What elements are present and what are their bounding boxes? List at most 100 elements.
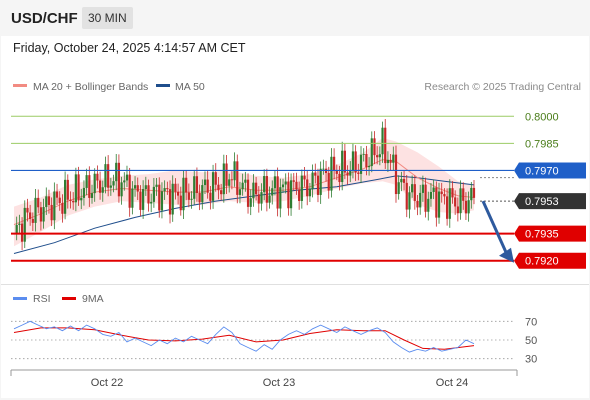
candle-body (55, 191, 59, 198)
candle-body (381, 127, 384, 155)
candle-body (171, 183, 174, 215)
candle-body (370, 138, 373, 167)
candle-body (26, 207, 29, 213)
candle-body (150, 201, 153, 204)
time-tick-label: Oct 22 (91, 377, 123, 389)
candle-body (271, 188, 274, 196)
candle-body (252, 182, 255, 199)
candle-body (343, 150, 346, 173)
candle-body (330, 156, 333, 191)
candle-body (228, 179, 231, 186)
candle-body (120, 182, 123, 197)
candle-body (246, 179, 250, 207)
ma50-line (13, 175, 475, 254)
rsi-ma-legend-label: 9MA (82, 293, 104, 305)
candle-body (225, 163, 228, 186)
ma50-legend-label: MA 50 (175, 81, 205, 93)
candle-body (206, 179, 209, 193)
candle-body (88, 175, 91, 198)
candle-body (34, 197, 37, 223)
candle-body (45, 196, 48, 208)
candle-body (279, 187, 282, 209)
candle-body (179, 195, 182, 211)
candle-body (260, 192, 263, 204)
ma20-legend-label: MA 20 + Bollinger Bands (33, 81, 148, 93)
candle-body (15, 224, 18, 234)
candle-body (295, 181, 298, 190)
candle-body (42, 207, 45, 222)
candle-body (300, 175, 303, 201)
credit-label: Research © 2025 Trading Central (424, 81, 581, 93)
candle-body (429, 192, 433, 199)
rsi-tick-label: 30 (525, 354, 537, 366)
candle-body (31, 218, 34, 223)
candle-body (201, 185, 204, 203)
candle-body (263, 176, 266, 193)
projection-arrow (481, 200, 510, 258)
candle-body (222, 163, 225, 195)
candle-body (90, 193, 94, 198)
candle-body (125, 174, 129, 181)
candle-body (292, 180, 295, 182)
candle-body (158, 184, 161, 211)
candle-body (236, 161, 239, 195)
rsi-tick-label: 50 (525, 335, 537, 347)
candle-body (176, 191, 180, 196)
candle-body (303, 175, 306, 180)
candle-body (349, 170, 352, 176)
candle-body (155, 184, 158, 187)
candle-body (128, 174, 131, 208)
timeframe-button[interactable]: 30 MIN (82, 7, 133, 29)
resistance-label: 0.7985 (525, 138, 559, 150)
rsi-line (13, 320, 475, 353)
candle-body (268, 195, 271, 203)
candle-body (50, 204, 53, 221)
candle-body (98, 180, 102, 193)
candle-body (427, 198, 430, 212)
time-axis: Oct 22 Oct 23 Oct 24 (10, 369, 518, 389)
candle-body (203, 179, 207, 186)
candle-body (174, 183, 177, 192)
candle-body (459, 188, 462, 214)
candle-body (230, 179, 233, 181)
rsi-ma-line (13, 327, 475, 350)
candle-body (421, 184, 424, 193)
candle-body (392, 154, 395, 163)
candle-body (316, 175, 320, 195)
datetime-label: Friday, October 24, 2025 4:14:57 AM CET (13, 41, 246, 55)
ma20-legend-swatch (13, 84, 27, 87)
rsi-legend: RSI 9MA (13, 293, 104, 305)
candle-body (190, 198, 193, 200)
candle-body (400, 178, 403, 183)
candle-body (37, 197, 40, 208)
candle-body (58, 197, 61, 204)
candle-body (470, 187, 473, 201)
candle-body (168, 189, 172, 215)
candle-body (198, 193, 201, 203)
candle-body (311, 172, 314, 189)
candle-body (314, 172, 317, 176)
pivot-label: 0.7970 (525, 165, 559, 177)
candle-body (255, 182, 258, 195)
candle-body (338, 173, 341, 183)
candle-body (319, 168, 322, 195)
candle-body (160, 191, 164, 211)
candle-body (211, 172, 215, 201)
candle-body (241, 182, 244, 190)
candle-body (187, 192, 190, 200)
candle-body (435, 187, 438, 218)
candle-body (351, 151, 355, 171)
candle-body (166, 188, 169, 190)
candle-body (362, 154, 365, 155)
candle-body (454, 197, 457, 207)
support-label: 0.7920 (525, 256, 559, 268)
candle-body (47, 196, 51, 205)
candle-body (93, 173, 96, 194)
candle-body (131, 188, 134, 208)
rsi-legend-label: RSI (33, 293, 51, 305)
candle-body (107, 164, 110, 188)
price-levels: 0.8000 0.7985 0.7970 0.7953 0.7935 0.7920 (11, 111, 586, 269)
candle-body (333, 156, 336, 171)
candle-body (451, 188, 454, 198)
